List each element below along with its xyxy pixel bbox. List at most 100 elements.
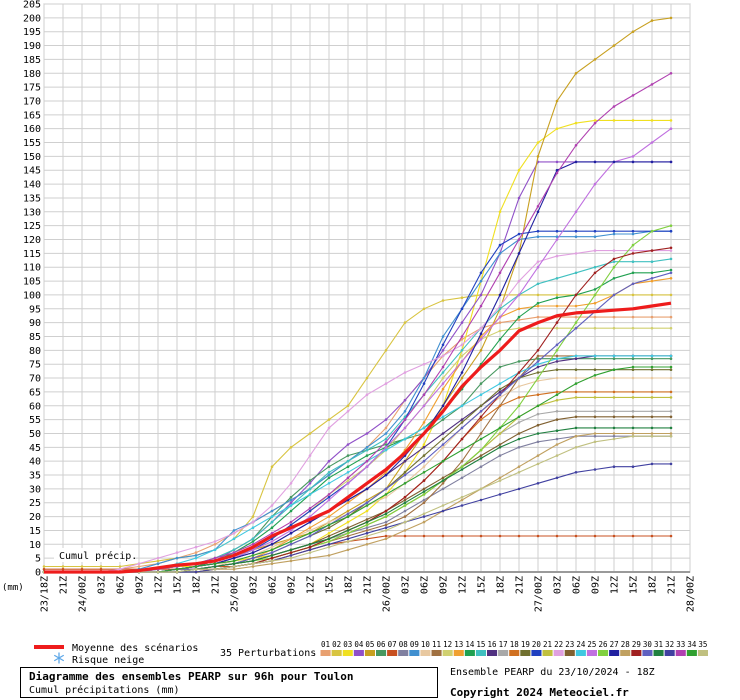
y-tick-label: 85 xyxy=(29,332,41,343)
legend-perturbations-label: 35 Perturbations xyxy=(220,648,316,659)
data-point xyxy=(403,426,407,430)
data-point xyxy=(441,371,445,374)
data-point xyxy=(517,238,521,241)
data-point xyxy=(479,454,483,457)
data-point xyxy=(175,551,179,554)
data-point xyxy=(460,476,464,480)
data-point xyxy=(517,232,521,236)
legend: Moyenne des scénarios Risque neige 35 Pe… xyxy=(34,640,708,666)
data-point xyxy=(650,271,654,275)
data-point xyxy=(555,398,559,402)
data-point xyxy=(536,362,540,366)
data-point xyxy=(593,271,597,275)
x-tick-label: 15Z xyxy=(173,576,184,594)
data-point xyxy=(631,119,635,122)
data-point xyxy=(536,301,540,305)
member-label-35: 35 xyxy=(698,640,707,649)
data-point xyxy=(213,548,217,552)
data-point xyxy=(555,454,559,457)
data-point xyxy=(232,531,236,535)
member-label-24: 24 xyxy=(576,640,586,649)
data-point xyxy=(536,210,540,214)
data-point xyxy=(536,205,540,208)
data-point xyxy=(669,462,673,466)
member-label-26: 26 xyxy=(599,640,609,649)
data-point xyxy=(403,471,407,474)
data-point xyxy=(574,271,578,275)
data-point xyxy=(270,540,274,543)
data-point xyxy=(669,249,673,252)
data-point xyxy=(498,338,502,341)
data-point xyxy=(631,315,635,319)
data-point xyxy=(650,249,654,252)
data-point xyxy=(612,257,616,261)
data-point xyxy=(612,265,616,269)
data-point xyxy=(270,520,274,524)
data-point xyxy=(669,432,673,435)
data-point xyxy=(232,551,236,554)
data-point xyxy=(137,565,141,568)
member-swatch-23 xyxy=(564,650,575,656)
data-point xyxy=(631,229,635,233)
member-label-06: 06 xyxy=(377,640,387,649)
x-tick-label: 09Z xyxy=(135,576,146,594)
data-point xyxy=(612,396,616,399)
data-point xyxy=(460,343,464,347)
data-point xyxy=(403,473,407,477)
member-label-02: 02 xyxy=(332,640,341,649)
data-point xyxy=(631,390,635,394)
data-point xyxy=(441,376,445,380)
data-point xyxy=(555,321,559,324)
data-point xyxy=(460,404,464,408)
x-tick-label: 03Z xyxy=(553,576,564,594)
x-tick-label: 15Z xyxy=(477,576,488,594)
data-point xyxy=(365,523,369,527)
x-tick-label: 09Z xyxy=(287,576,298,594)
member-swatch-03 xyxy=(342,650,353,656)
data-point xyxy=(213,540,217,543)
data-point xyxy=(650,534,654,538)
data-point xyxy=(365,459,369,463)
data-point xyxy=(422,501,426,505)
data-point xyxy=(441,415,445,419)
member-label-23: 23 xyxy=(565,640,574,649)
member-swatch-35 xyxy=(697,650,708,656)
y-tick-label: 165 xyxy=(23,110,41,121)
data-point xyxy=(270,562,274,565)
data-point xyxy=(517,465,521,469)
data-point xyxy=(289,520,293,524)
data-point xyxy=(403,437,407,441)
data-point xyxy=(365,448,369,452)
data-point xyxy=(460,354,464,358)
data-point xyxy=(593,368,597,372)
data-point xyxy=(422,426,426,430)
member-label-30: 30 xyxy=(643,640,653,649)
member-label-21: 21 xyxy=(543,640,552,649)
data-point xyxy=(517,168,521,172)
data-point xyxy=(156,570,160,574)
data-point xyxy=(289,548,293,552)
data-point xyxy=(384,382,388,385)
data-point xyxy=(232,562,236,565)
data-point xyxy=(612,410,616,413)
data-point xyxy=(593,534,597,538)
x-tick-label: 25/00Z xyxy=(230,576,241,612)
data-point xyxy=(593,410,597,413)
data-point xyxy=(593,326,597,330)
data-point xyxy=(631,249,635,252)
data-point xyxy=(593,390,597,394)
data-point xyxy=(574,293,578,297)
data-point xyxy=(631,434,635,438)
data-point xyxy=(669,246,673,250)
data-point xyxy=(555,168,559,172)
data-point xyxy=(384,520,388,524)
copyright: Copyright 2024 Meteociel.fr xyxy=(450,686,629,699)
data-point xyxy=(441,446,445,449)
y-tick-label: 175 xyxy=(23,83,41,94)
y-tick-label: 95 xyxy=(29,304,41,315)
data-point xyxy=(460,498,464,502)
member-label-11: 11 xyxy=(432,640,441,649)
data-point xyxy=(517,534,521,538)
data-point xyxy=(555,443,559,446)
